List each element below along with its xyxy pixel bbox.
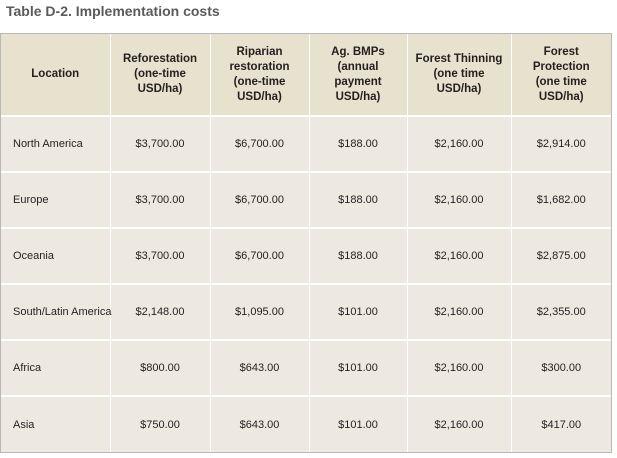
column-header-ag-bmps: Ag. BMPs (annual payment USD/ha) xyxy=(308,34,407,117)
riparian-cost-cell: $6,700.00 xyxy=(209,227,309,284)
header-line: Reforestation xyxy=(122,53,198,65)
column-header-riparian-restoration: Riparian restoration (one-time USD/ha) xyxy=(209,34,309,117)
header-line: USD/ha) xyxy=(538,90,584,103)
header-line: (one time xyxy=(433,68,485,80)
forest-thinning-cost-cell: $2,160.00 xyxy=(406,116,511,172)
location-cell: Europe xyxy=(1,171,110,228)
header-line: Forest xyxy=(543,45,579,58)
ag-bmps-cost-cell: $188.00 xyxy=(308,227,407,284)
location-cell: South/Latin America xyxy=(1,283,111,340)
ag-bmps-cost-cell: $101.00 xyxy=(308,395,407,452)
header-line: USD/ha) xyxy=(137,83,183,95)
location-cell: North America xyxy=(13,138,83,150)
header-line: (one-time xyxy=(233,75,286,88)
table-row: Oceania $3,700.00 $6,700.00 $188.00 $2,1… xyxy=(1,227,611,284)
location-cell: Asia xyxy=(1,395,110,452)
ag-bmps-cost-cell: $188.00 xyxy=(308,171,407,228)
ag-bmps-cost-cell: $101.00 xyxy=(308,339,407,396)
header-line: payment xyxy=(334,75,382,88)
reforestation-cost-cell: $3,700.00 xyxy=(109,171,210,228)
header-line: Riparian xyxy=(236,45,283,58)
forest-thinning-cost-cell: $2,160.00 xyxy=(406,171,511,228)
reforestation-cost-cell: $2,148.00 xyxy=(109,283,210,340)
forest-thinning-cost-cell: $2,160.00 xyxy=(406,395,511,452)
reforestation-cost-cell: $800.00 xyxy=(109,339,210,396)
ag-bmps-cost-cell: $188.00 xyxy=(308,116,407,172)
header-row: Location Reforestation (one-time USD/ha)… xyxy=(1,34,611,117)
column-header-reforestation: Reforestation (one-time USD/ha) xyxy=(109,34,210,117)
forest-protection-cost-cell: $1,682.00 xyxy=(510,171,611,228)
column-header-location: Location xyxy=(1,34,110,117)
riparian-cost-cell: $6,700.00 xyxy=(209,116,309,172)
table-row: Asia $750.00 $643.00 $101.00 $2,160.00 $… xyxy=(1,395,611,452)
table-row: North America $3,700.00 $6,700.00 $188.0… xyxy=(1,116,611,172)
forest-protection-cost-cell: $2,355.00 xyxy=(510,283,611,340)
reforestation-cost-cell: $3,700.00 xyxy=(109,116,210,172)
header-line: (annual xyxy=(337,60,379,73)
table-body: North America $3,700.00 $6,700.00 $188.0… xyxy=(1,116,611,452)
forest-protection-cost-cell: $300.00 xyxy=(510,339,611,396)
riparian-cost-cell: $643.00 xyxy=(209,395,309,452)
header-line: USD/ha) xyxy=(436,83,482,95)
table-title: Table D-2. Implementation costs xyxy=(6,3,220,19)
forest-thinning-cost-cell: $2,160.00 xyxy=(406,283,511,340)
riparian-cost-cell: $1,095.00 xyxy=(209,283,309,340)
riparian-cost-cell: $6,700.00 xyxy=(209,171,309,228)
column-header-forest-protection: Forest Protection (one time USD/ha) xyxy=(510,34,611,117)
header-line: USD/ha) xyxy=(335,90,381,103)
column-header-forest-thinning: Forest Thinning (one time USD/ha) xyxy=(406,34,511,117)
reforestation-cost-cell: $3,700.00 xyxy=(109,227,210,284)
reforestation-cost-cell: $750.00 xyxy=(109,395,210,452)
forest-thinning-cost-cell: $2,160.00 xyxy=(406,227,511,284)
table-header: Location Reforestation (one-time USD/ha)… xyxy=(1,34,611,117)
ag-bmps-cost-cell: $101.00 xyxy=(308,283,407,340)
header-line: USD/ha) xyxy=(237,90,282,103)
riparian-cost-cell: $643.00 xyxy=(209,339,309,396)
forest-protection-cost-cell: $2,875.00 xyxy=(510,227,611,284)
header-line: (one-time xyxy=(134,68,186,80)
header-line: Ag. BMPs xyxy=(331,45,385,58)
location-cell: Africa xyxy=(1,339,110,396)
table-row: Europe $3,700.00 $6,700.00 $188.00 $2,16… xyxy=(1,171,611,228)
table-row: South/Latin America $2,148.00 $1,095.00 … xyxy=(1,283,611,340)
location-cell: Oceania xyxy=(1,227,110,284)
forest-protection-cost-cell: $417.00 xyxy=(510,395,611,452)
table-row: Africa $800.00 $643.00 $101.00 $2,160.00… xyxy=(1,339,611,396)
cost-table-container: Location Reforestation (one-time USD/ha)… xyxy=(0,33,612,453)
header-line: Forest Thinning xyxy=(415,53,503,65)
header-line: Location xyxy=(31,68,80,80)
forest-thinning-cost-cell: $2,160.00 xyxy=(406,339,511,396)
header-line: (one time xyxy=(535,75,587,88)
header-line: restoration xyxy=(229,60,290,73)
header-line: Protection xyxy=(532,60,590,73)
forest-protection-cost-cell: $2,914.00 xyxy=(510,116,611,172)
implementation-costs-table: Location Reforestation (one-time USD/ha)… xyxy=(1,34,611,452)
